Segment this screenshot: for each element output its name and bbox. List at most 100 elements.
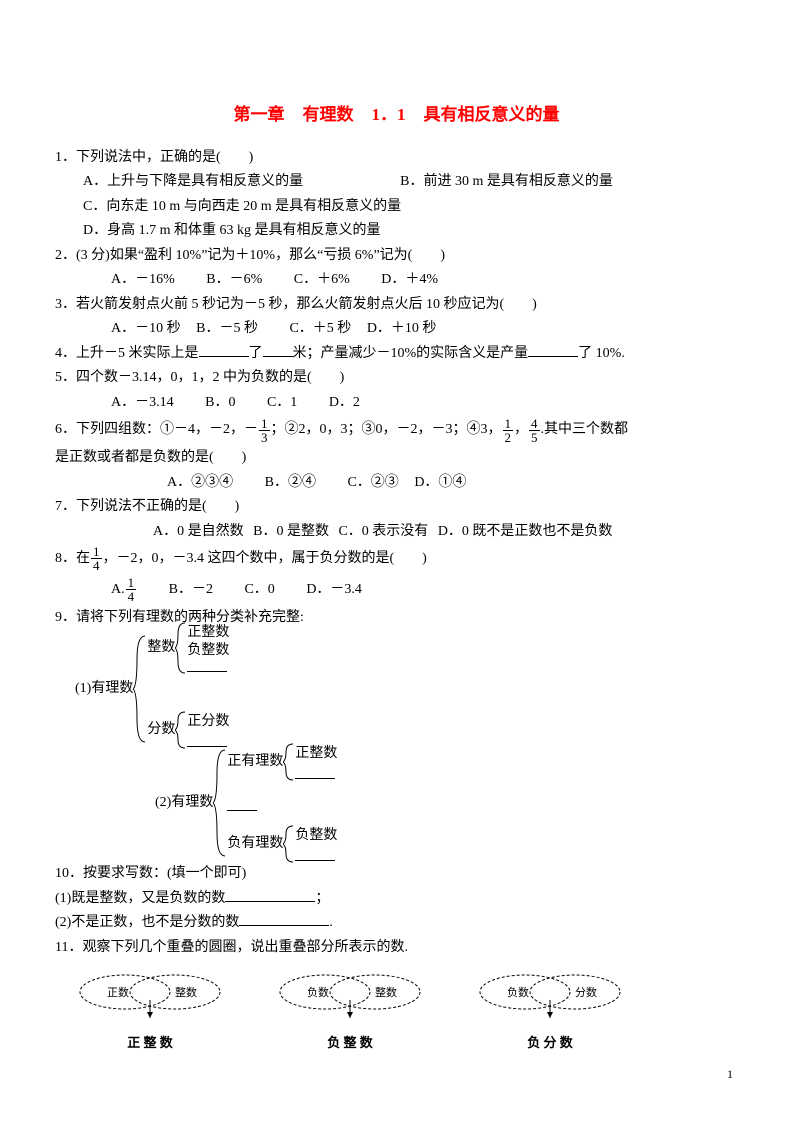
q9-tree2: (2)有理数 正有理数 正整数 负有理数 负整数 <box>155 748 738 858</box>
q10-p1: (1)既是整数，又是负数的数； <box>55 887 738 912</box>
q6-line2: 是正数或者都是负数的是( ) <box>55 446 738 471</box>
q7-stem: 7．下列说法不正确的是( ) <box>55 495 738 520</box>
title-section-no: 1．1 <box>372 105 406 124</box>
q3-opt-a: A．－10 秒 <box>111 317 181 342</box>
q9-negrat: 负有理数 <box>227 832 283 857</box>
q9-label1: (1)有理数 <box>75 677 133 702</box>
q4-mid2: 米；产量减少－10%的实际含义是产量 <box>293 346 529 361</box>
svg-text:负数: 负数 <box>307 985 329 999</box>
q6-mid1: ；②2，0，3；③0，－2，－3；④3， <box>271 422 502 437</box>
q9-int: 整数 <box>147 636 175 661</box>
venn-3: 负数 分数 负 分 数 <box>475 970 625 1054</box>
q9-posint2: 正整数 <box>295 746 337 761</box>
q7-opt-a: A．0 是自然数 <box>153 520 244 545</box>
q3-opts: A．－10 秒 B．－5 秒 C．＋5 秒 D．＋10 秒 <box>55 317 738 342</box>
q9-posint: 正整数 <box>187 625 229 640</box>
venn-diagram-icon: 负数 整数 <box>275 970 425 1020</box>
q1-opt-d: D．身高 1.7 m 和体重 63 kg 是具有相反意义的量 <box>55 219 738 244</box>
q9-negint2: 负整数 <box>295 828 337 843</box>
brace-icon <box>213 748 227 858</box>
q6-opts: A．②③④ B．②④ C．②③ D．①④ <box>55 471 738 496</box>
q8-opt-d: D．－3.4 <box>306 575 362 606</box>
q8-opt-b: B．－2 <box>169 575 213 606</box>
q6-f3: 45 <box>529 417 540 444</box>
q10-blank2 <box>239 911 329 926</box>
q9-frac: 分数 <box>147 718 175 743</box>
q9-blank5 <box>295 846 335 861</box>
venn-2: 负数 整数 负 整 数 <box>275 970 425 1054</box>
q9-blank4 <box>227 796 257 811</box>
q3-stem: 3．若火箭发射点火前 5 秒记为－5 秒，那么火箭发射点火后 10 秒应记为( … <box>55 293 738 318</box>
q6-tail: .其中三个数都 <box>541 422 629 437</box>
q3-opt-d: D．＋10 秒 <box>367 317 437 342</box>
q5-opt-b: B．0 <box>205 391 235 416</box>
q6-line1: 6．下列四组数：①－4，－2，－13；②2，0，3；③0，－2，－3；④3，12… <box>55 415 738 446</box>
title-chapter: 第一章 <box>234 105 285 124</box>
q7-opt-c: C．0 表示没有 <box>338 520 428 545</box>
brace-icon <box>283 742 295 782</box>
venn-2-caption: 负 整 数 <box>275 1032 425 1055</box>
q5-opt-a: A．－3.14 <box>111 391 174 416</box>
svg-text:分数: 分数 <box>575 986 597 999</box>
q4-blank3 <box>528 342 578 357</box>
q3-opt-b: B．－5 秒 <box>196 317 258 342</box>
q9-blank1 <box>187 657 227 672</box>
brace-icon <box>175 710 187 750</box>
q6-opt-a: A．②③④ <box>167 471 233 496</box>
q4-mid1: 了 <box>249 346 263 361</box>
svg-text:整数: 整数 <box>375 985 397 999</box>
svg-text:负数: 负数 <box>507 985 529 999</box>
q8-opt-c: C．0 <box>244 575 274 606</box>
q9-posrat: 正有理数 <box>227 750 283 775</box>
q8-opts: A.14 B．－2 C．0 D．－3.4 <box>55 575 738 606</box>
title-topic: 有理数 <box>303 105 354 124</box>
q6-sep: ， <box>514 422 528 437</box>
page-title: 第一章有理数 1．1 具有相反意义的量 <box>55 100 738 130</box>
page-number: 1 <box>727 1067 733 1082</box>
q4: 4．上升－5 米实际上是 了 米；产量减少－10%的实际含义是产量 了 10%. <box>55 342 738 367</box>
q3-opt-c: C．＋5 秒 <box>289 317 351 342</box>
q9-negint: 负整数 <box>187 643 229 658</box>
venn-1: 正数 整数 正 整 数 <box>75 970 225 1054</box>
q7-opt-b: B．0 是整数 <box>253 520 329 545</box>
q4-end: 了 10%. <box>578 346 625 361</box>
q2-opt-c: C．＋6% <box>294 268 350 293</box>
q9-stem: 9．请将下列有理数的两种分类补充完整: <box>55 606 738 631</box>
brace-icon <box>175 621 187 675</box>
q11-stem: 11．观察下列几个重叠的圆圈，说出重叠部分所表示的数. <box>55 936 738 961</box>
q9-blank3 <box>295 764 335 779</box>
venn-diagram-icon: 负数 分数 <box>475 970 625 1020</box>
q8-mid: ，－2，0，－3.4 这四个数中，属于负分数的是( ) <box>103 551 427 566</box>
q8-stem: 8．在14，－2，0，－3.4 这四个数中，属于负分数的是( ) <box>55 544 738 575</box>
q10-stem: 10．按要求写数：(填一个即可) <box>55 862 738 887</box>
q6-opt-c: C．②③ <box>347 471 398 496</box>
q2-opt-b: B．－6% <box>206 268 262 293</box>
q1-opt-b: B．前进 30 m 是具有相反意义的量 <box>400 170 613 195</box>
q6-opt-b: B．②④ <box>265 471 316 496</box>
q8-opt-a: A.14 <box>111 575 137 606</box>
brace-icon <box>283 824 295 864</box>
q8-f1: 14 <box>91 545 102 572</box>
title-section-name: 具有相反意义的量 <box>424 105 560 124</box>
q2-opt-a: A．－16% <box>111 268 175 293</box>
q6-f1: 13 <box>259 417 270 444</box>
q10-blank1 <box>225 887 315 902</box>
q1-line-ab: A．上升与下降是具有相反意义的量 B．前进 30 m 是具有相反意义的量 <box>55 170 738 195</box>
q5-stem: 5．四个数－3.14，0，1，2 中为负数的是( ) <box>55 366 738 391</box>
q7-opt-d: D．0 既不是正数也不是负数 <box>438 520 613 545</box>
q1-opt-a: A．上升与下降是具有相反意义的量 <box>83 170 303 195</box>
q4-pre: 4．上升－5 米实际上是 <box>55 346 199 361</box>
brace-icon <box>133 634 147 744</box>
q9-blank2 <box>187 732 227 747</box>
svg-text:整数: 整数 <box>175 985 197 999</box>
q9-label2: (2)有理数 <box>155 791 213 816</box>
venn-1-caption: 正 整 数 <box>75 1032 225 1055</box>
q9-posfrac: 正分数 <box>187 714 229 729</box>
venn-row: 正数 整数 正 整 数 负数 整数 负 整 数 负数 分 <box>75 970 738 1054</box>
q1-opt-c: C．向东走 10 m 与向西走 20 m 是具有相反意义的量 <box>55 195 738 220</box>
q2-stem: 2．(3 分)如果“盈利 10%”记为＋10%，那么“亏损 6%”记为( ) <box>55 244 738 269</box>
q2-opt-d: D．＋4% <box>381 268 438 293</box>
q2-opts: A．－16% B．－6% C．＋6% D．＋4% <box>55 268 738 293</box>
q1-stem: 1．下列说法中，正确的是( ) <box>55 146 738 171</box>
q5-opt-d: D．2 <box>329 391 360 416</box>
